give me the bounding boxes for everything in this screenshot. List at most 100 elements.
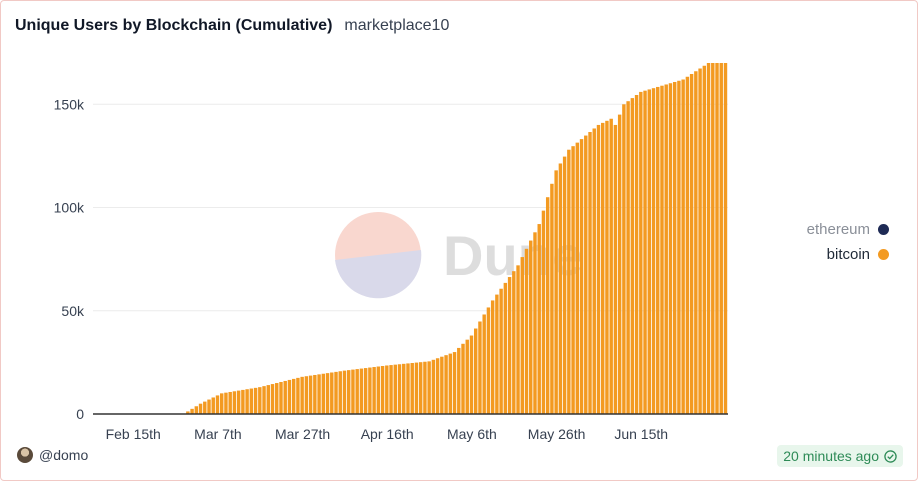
bar-bitcoin[interactable] [313,374,317,414]
bar-bitcoin[interactable] [541,210,546,414]
bar-bitcoin[interactable] [241,389,245,414]
bar-bitcoin[interactable] [287,379,292,414]
bar-bitcoin[interactable] [342,370,347,414]
bar-bitcoin[interactable] [266,385,270,414]
bar-bitcoin[interactable] [537,224,541,414]
bar-bitcoin[interactable] [228,391,232,414]
bar-bitcoin[interactable] [562,156,567,414]
bar-bitcoin[interactable] [639,91,643,414]
bar-bitcoin[interactable] [499,288,503,414]
bar-bitcoin[interactable] [355,369,359,414]
bar-bitcoin[interactable] [186,411,190,414]
bar-bitcoin[interactable] [622,104,626,414]
bar-bitcoin[interactable] [198,403,203,414]
bar-bitcoin[interactable] [647,89,651,415]
bar-bitcoin[interactable] [588,132,592,414]
bar-bitcoin[interactable] [385,365,389,414]
bar-bitcoin[interactable] [617,114,622,415]
bar-bitcoin[interactable] [579,139,584,414]
bar-bitcoin[interactable] [613,124,618,414]
bar-bitcoin[interactable] [584,135,588,414]
bar-bitcoin[interactable] [300,376,304,414]
bar-bitcoin[interactable] [702,65,707,414]
bar-bitcoin[interactable] [203,401,207,414]
bar-bitcoin[interactable] [474,328,478,414]
bar-bitcoin[interactable] [507,277,512,414]
bar-bitcoin[interactable] [495,294,499,414]
bar-bitcoin[interactable] [626,101,630,414]
bar-bitcoin[interactable] [232,391,237,414]
bar-bitcoin[interactable] [715,63,719,414]
bar-bitcoin[interactable] [672,82,677,414]
bar-bitcoin[interactable] [554,170,558,414]
bar-bitcoin[interactable] [372,367,376,414]
bar-bitcoin[interactable] [211,397,215,414]
bar-bitcoin[interactable] [723,63,728,414]
bar-bitcoin[interactable] [402,363,406,414]
bar-bitcoin[interactable] [711,63,715,414]
bar-bitcoin[interactable] [325,373,330,414]
bar-bitcoin[interactable] [719,63,723,414]
bar-bitcoin[interactable] [596,124,601,414]
bar-bitcoin[interactable] [461,343,465,414]
bar-bitcoin[interactable] [296,377,300,414]
bar-bitcoin[interactable] [630,98,635,414]
bar-bitcoin[interactable] [533,232,537,414]
bar-bitcoin[interactable] [609,118,613,414]
bar-bitcoin[interactable] [363,368,368,414]
bar-bitcoin[interactable] [427,361,431,414]
bar-bitcoin[interactable] [571,146,575,414]
bar-bitcoin[interactable] [330,372,334,415]
bar-bitcoin[interactable] [236,390,241,414]
bar-bitcoin[interactable] [486,307,491,414]
bar-bitcoin[interactable] [291,378,296,414]
bar-bitcoin[interactable] [664,84,668,414]
bar-bitcoin[interactable] [440,356,444,414]
bar-bitcoin[interactable] [423,361,427,414]
bar-bitcoin[interactable] [270,384,275,414]
bar-bitcoin[interactable] [681,79,685,415]
bar-bitcoin[interactable] [677,80,681,414]
bar-bitcoin[interactable] [220,393,224,414]
bar-bitcoin[interactable] [321,373,326,414]
legend-item-bitcoin[interactable]: bitcoin [827,246,889,263]
bar-bitcoin[interactable] [418,362,423,414]
bar-bitcoin[interactable] [389,365,393,414]
bar-bitcoin[interactable] [520,257,524,414]
bar-bitcoin[interactable] [308,375,313,414]
bar-bitcoin[interactable] [397,364,402,414]
bar-bitcoin[interactable] [194,406,199,414]
bar-bitcoin[interactable] [668,83,673,414]
bar-bitcoin[interactable] [457,347,461,414]
bar-bitcoin[interactable] [406,363,410,414]
bar-bitcoin[interactable] [368,367,372,414]
bar-bitcoin[interactable] [359,368,364,414]
bar-bitcoin[interactable] [651,88,656,414]
bar-bitcoin[interactable] [414,362,419,414]
bar-bitcoin[interactable] [275,383,279,414]
bar-bitcoin[interactable] [634,95,639,414]
bar-bitcoin[interactable] [448,353,453,414]
bar-bitcoin[interactable] [550,183,554,414]
bar-bitcoin[interactable] [207,399,211,414]
bar-bitcoin[interactable] [685,76,690,414]
bar-bitcoin[interactable] [435,358,440,414]
bar-bitcoin[interactable] [469,335,474,414]
bar-bitcoin[interactable] [253,387,258,414]
bar-bitcoin[interactable] [516,265,520,414]
bar-bitcoin[interactable] [698,68,702,414]
bar-bitcoin[interactable] [529,240,533,414]
bar-bitcoin[interactable] [452,352,457,414]
bar-bitcoin[interactable] [503,282,508,414]
bar-bitcoin[interactable] [694,71,698,414]
bar-bitcoin[interactable] [656,86,660,414]
bar-bitcoin[interactable] [524,248,529,414]
bar-bitcoin[interactable] [317,374,321,414]
bar-bitcoin[interactable] [224,392,228,414]
bar-bitcoin[interactable] [262,386,266,414]
bar-bitcoin[interactable] [351,369,355,414]
bar-bitcoin[interactable] [376,366,381,414]
bar-bitcoin[interactable] [190,408,194,414]
bar-bitcoin[interactable] [558,163,563,414]
bar-bitcoin[interactable] [393,364,397,414]
